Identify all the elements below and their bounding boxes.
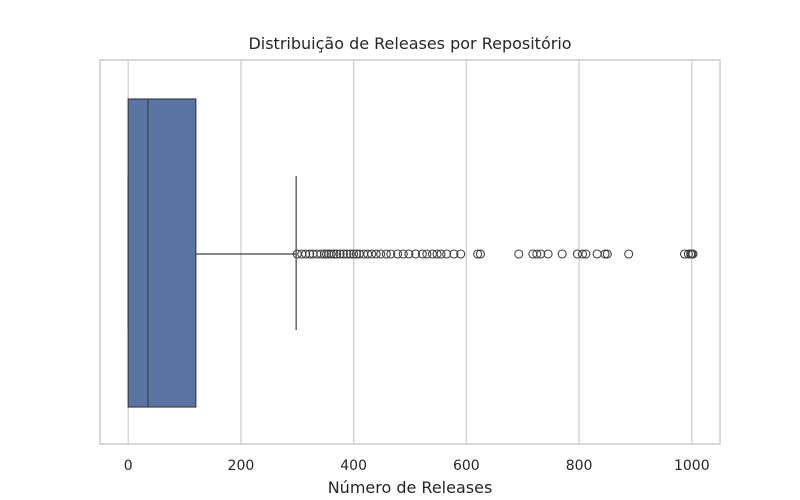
outlier-point [342, 249, 352, 259]
outlier-point [319, 249, 329, 259]
outlier-point [581, 249, 591, 259]
outlier-point [411, 249, 421, 259]
outlier-point [335, 249, 345, 259]
outlier-point [371, 249, 381, 259]
outlier-point [532, 249, 542, 259]
outlier-point [683, 249, 693, 259]
x-tick-label: 200 [228, 458, 255, 474]
outlier-point [417, 249, 427, 259]
outlier-point [514, 249, 524, 259]
outlier-point [376, 249, 386, 259]
outlier-point [577, 249, 588, 259]
outlier-point [602, 249, 612, 259]
outlier-point [536, 249, 546, 259]
outlier-point [312, 249, 322, 259]
outlier-point [332, 249, 342, 259]
outlier-point [349, 249, 359, 259]
plot-frame [99, 59, 721, 445]
outlier-point [592, 249, 602, 259]
outlier-point [367, 249, 377, 259]
outlier-point [557, 249, 567, 259]
outlier-point [436, 249, 446, 259]
x-tick-label: 800 [566, 458, 593, 474]
outlier-point [305, 249, 315, 259]
x-tick-label: 600 [453, 458, 480, 474]
outlier-point [456, 249, 466, 259]
outlier-point [393, 249, 403, 259]
outlier-point [345, 249, 355, 259]
outlier-point [398, 249, 408, 259]
x-axis-title: Número de Releases [328, 478, 493, 497]
outlier-point [442, 249, 452, 259]
x-tick-label: 400 [340, 458, 367, 474]
x-axis-ticks: 0 200 400 600 800 1000 [124, 458, 710, 474]
outlier-point [381, 249, 391, 259]
outlier-point [475, 249, 486, 259]
outlier-point [404, 249, 414, 259]
outlier-point [422, 249, 432, 259]
outlier-point [473, 249, 483, 259]
grid-lines [127, 60, 693, 444]
chart-title: Distribuição de Releases por Repositório [248, 34, 572, 53]
interquartile-box [127, 98, 197, 408]
outlier-point [543, 249, 553, 259]
box-plot [127, 98, 297, 408]
outlier-point [301, 249, 311, 259]
outlier-point [600, 249, 610, 259]
outlier-point [329, 249, 339, 259]
outlier-point [624, 249, 634, 259]
outlier-point [351, 249, 362, 259]
outliers [292, 249, 698, 259]
x-tick-label: 1000 [674, 458, 710, 474]
x-tick-label: 0 [124, 458, 133, 474]
outlier-point [386, 249, 396, 259]
outlier-point [449, 249, 459, 259]
outlier-point [326, 249, 336, 259]
outlier-point [432, 249, 442, 259]
outlier-point [688, 249, 698, 259]
outlier-point [338, 249, 349, 259]
outlier-point [322, 249, 332, 259]
